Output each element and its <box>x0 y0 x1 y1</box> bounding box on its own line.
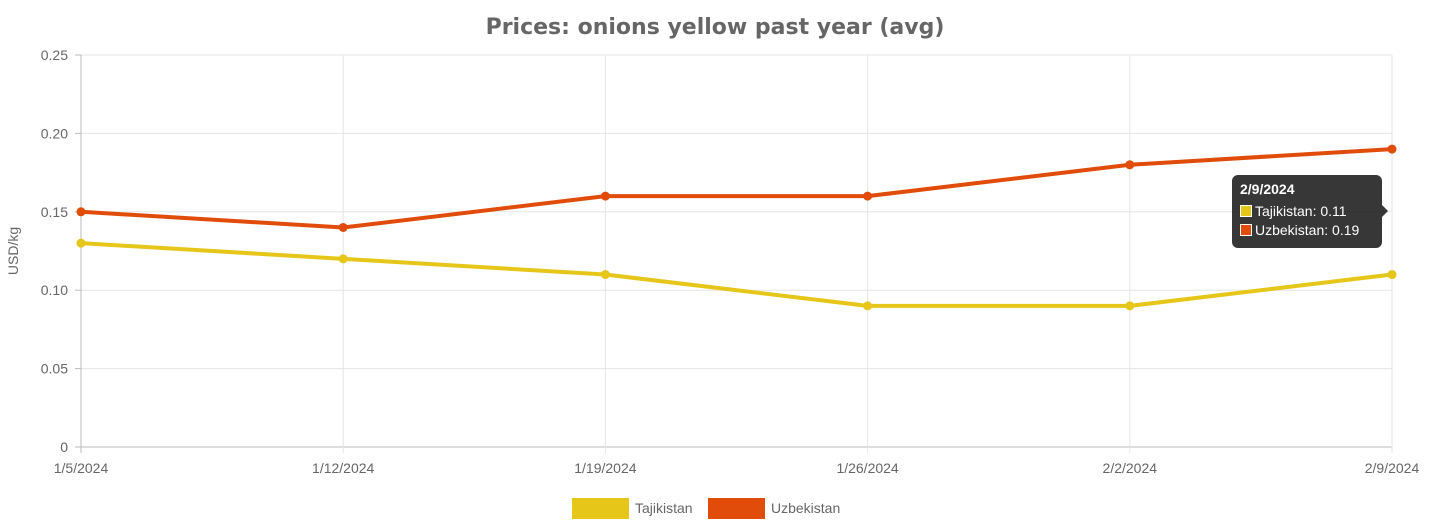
grid <box>80 54 1393 453</box>
x-tick-label: 2/2/2024 <box>1103 460 1158 476</box>
tooltip-swatch-uzbekistan <box>1240 223 1252 236</box>
x-axis-ticks: 1/5/2024 1/12/2024 1/19/2024 1/26/2024 2/2/2… <box>54 460 1420 476</box>
x-tick-label: 1/5/2024 <box>54 460 109 476</box>
x-tick-label: 2/9/2024 <box>1365 460 1420 476</box>
x-tick-label: 1/26/2024 <box>836 460 898 476</box>
tooltip-row-tajikistan: Tajikistan: 0.11 <box>1240 201 1374 220</box>
x-tick-label: 1/19/2024 <box>574 460 636 476</box>
y-tick-label: 0.25 <box>41 47 68 63</box>
data-point-uzbekistan[interactable] <box>600 191 610 201</box>
data-point-uzbekistan[interactable] <box>1125 160 1135 170</box>
data-point-tajikistan[interactable] <box>338 254 348 264</box>
y-axis-label: USD/kg <box>5 227 21 275</box>
data-point-tajikistan[interactable] <box>600 270 610 280</box>
data-point-tajikistan[interactable] <box>1387 270 1397 280</box>
data-point-tajikistan[interactable] <box>76 238 86 248</box>
data-point-tajikistan[interactable] <box>863 301 873 311</box>
legend-label-tajikistan[interactable]: Tajikistan <box>635 500 693 516</box>
tooltip-title: 2/9/2024 <box>1240 181 1295 197</box>
y-tick-label: 0.05 <box>41 361 68 377</box>
tooltip-label-uzbekistan: Uzbekistan: 0.19 <box>1255 221 1360 238</box>
tooltip-row-uzbekistan: Uzbekistan: 0.19 <box>1240 220 1374 239</box>
data-point-uzbekistan[interactable] <box>76 207 86 217</box>
y-tick-label: 0.20 <box>41 125 68 141</box>
series-line-uzbekistan <box>79 147 1394 230</box>
data-tooltip: 2/9/2024 Tajikistan: 0.11 Uzbekistan: 0.… <box>1232 175 1388 248</box>
data-point-uzbekistan[interactable] <box>1387 144 1397 154</box>
legend-swatch-uzbekistan[interactable] <box>708 498 765 519</box>
y-tick-label: 0.10 <box>41 282 68 298</box>
series-line-tajikistan <box>79 241 1394 308</box>
series-lines <box>76 144 1397 311</box>
tooltip-swatch-tajikistan <box>1240 204 1252 217</box>
x-tick-label: 1/12/2024 <box>312 460 374 476</box>
y-tick-label: 0.15 <box>41 204 68 220</box>
legend-label-uzbekistan[interactable]: Uzbekistan <box>771 500 840 516</box>
data-point-tajikistan[interactable] <box>1125 301 1135 311</box>
chart-title: Prices: onions yellow past year (avg) <box>486 15 945 40</box>
y-tick-label: 0 <box>60 439 68 455</box>
legend: Tajikistan Uzbekistan <box>572 498 840 519</box>
data-point-uzbekistan[interactable] <box>863 191 873 201</box>
data-point-uzbekistan[interactable] <box>338 222 348 232</box>
legend-swatch-tajikistan[interactable] <box>572 498 629 519</box>
tooltip-label-tajikistan: Tajikistan: 0.11 <box>1255 202 1347 219</box>
y-axis-ticks: 0 0.05 0.10 0.15 0.20 0.25 <box>41 47 81 455</box>
